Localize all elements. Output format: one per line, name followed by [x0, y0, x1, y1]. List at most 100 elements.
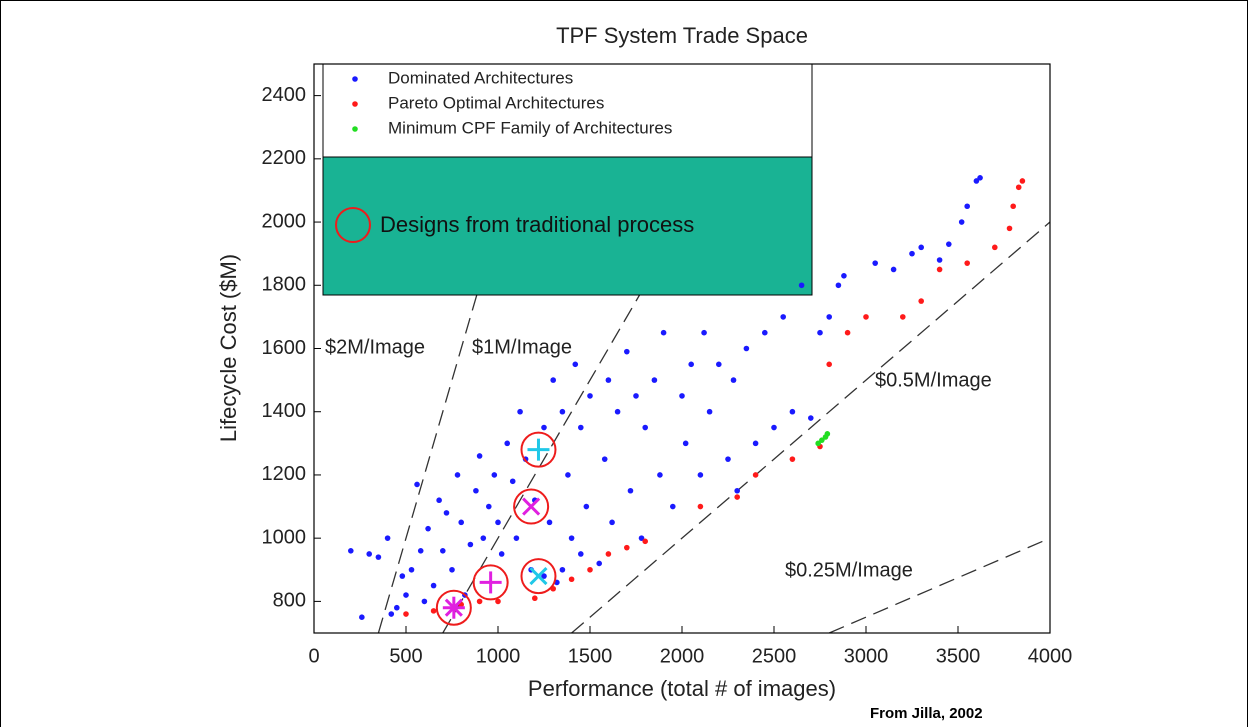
point — [425, 525, 431, 532]
point — [509, 478, 516, 485]
point — [789, 456, 796, 462]
legend-label: Minimum CPF Family of Architectures — [388, 118, 672, 137]
point — [609, 519, 615, 526]
point — [430, 608, 437, 614]
legend-label: Pareto Optimal Architectures — [388, 93, 604, 112]
point — [517, 408, 523, 415]
x-tick-label: 3000 — [844, 645, 889, 667]
point — [734, 494, 740, 500]
x-tick-label: 2500 — [752, 645, 797, 667]
point — [480, 535, 487, 541]
point — [697, 472, 704, 478]
point — [964, 203, 970, 210]
point — [624, 348, 630, 355]
point — [495, 519, 501, 526]
point — [817, 329, 823, 336]
point — [716, 361, 722, 368]
point — [578, 424, 584, 431]
point — [458, 519, 465, 526]
point — [436, 497, 442, 504]
point — [819, 437, 825, 443]
point — [798, 282, 805, 289]
point — [1019, 178, 1026, 184]
design-point — [520, 431, 557, 468]
point — [541, 424, 547, 431]
x-tick-label: 1000 — [476, 645, 521, 667]
point — [958, 219, 965, 225]
iso-cost-label: $2M/Image — [325, 336, 425, 358]
point — [900, 314, 906, 320]
point — [559, 408, 566, 415]
point — [808, 415, 814, 421]
point — [826, 314, 832, 320]
point — [872, 260, 878, 266]
point — [638, 535, 645, 541]
designs-box — [322, 156, 813, 296]
design-point — [513, 488, 550, 525]
legend-marker — [352, 101, 358, 107]
legend-marker — [335, 207, 371, 243]
point — [550, 377, 556, 383]
point — [513, 535, 520, 541]
point — [491, 472, 498, 478]
point — [476, 453, 483, 459]
y-tick-label: 1200 — [262, 463, 307, 485]
point — [403, 592, 409, 598]
chart-title: TPF System Trade Space — [556, 23, 808, 48]
design-circle — [472, 564, 509, 601]
design-point — [520, 558, 557, 595]
point — [992, 244, 998, 251]
point — [752, 472, 759, 478]
point — [734, 487, 740, 494]
x-tick-label: 500 — [389, 645, 422, 667]
point — [780, 314, 786, 320]
x-tick-label: 1500 — [568, 645, 613, 667]
point — [660, 329, 667, 336]
legend-label: Designs from traditional process — [380, 212, 694, 237]
legend-label: Dominated Architectures — [388, 68, 573, 87]
point — [1015, 184, 1022, 191]
point — [587, 393, 593, 399]
point — [498, 551, 505, 557]
point — [697, 503, 704, 510]
point — [532, 595, 538, 602]
y-tick-label: 1800 — [262, 274, 307, 296]
point — [918, 244, 924, 251]
point — [670, 503, 676, 510]
point — [863, 314, 869, 320]
design-circle — [520, 558, 557, 595]
point — [541, 573, 547, 579]
point — [651, 377, 658, 383]
point — [486, 503, 492, 510]
point — [605, 377, 612, 383]
point — [657, 472, 663, 478]
design-glyph — [522, 497, 541, 516]
y-tick-label: 1600 — [262, 337, 307, 359]
point — [578, 551, 584, 557]
y-tick-label: 2000 — [262, 210, 307, 232]
design-glyph — [444, 598, 463, 617]
design-circle — [435, 589, 472, 626]
point — [815, 440, 821, 447]
point — [1010, 203, 1016, 210]
point — [454, 472, 461, 478]
point — [440, 548, 446, 554]
legend-marker — [352, 76, 358, 82]
iso-cost-line — [828, 537, 1050, 633]
x-axis-label: Performance (total # of images) — [528, 676, 836, 701]
point — [946, 241, 952, 247]
point — [601, 456, 608, 462]
legend-marker — [352, 126, 358, 132]
point — [627, 487, 634, 494]
design-circle — [513, 488, 550, 525]
point — [614, 408, 621, 415]
source: From Jilla, 2002 — [870, 705, 983, 722]
point — [835, 282, 842, 289]
iso-cost-line — [571, 221, 1050, 633]
x-tick-label: 2000 — [660, 645, 705, 667]
y-tick-label: 2200 — [262, 147, 307, 169]
point — [572, 361, 579, 368]
point — [504, 440, 511, 447]
point — [443, 510, 450, 516]
legend-box — [322, 63, 813, 158]
